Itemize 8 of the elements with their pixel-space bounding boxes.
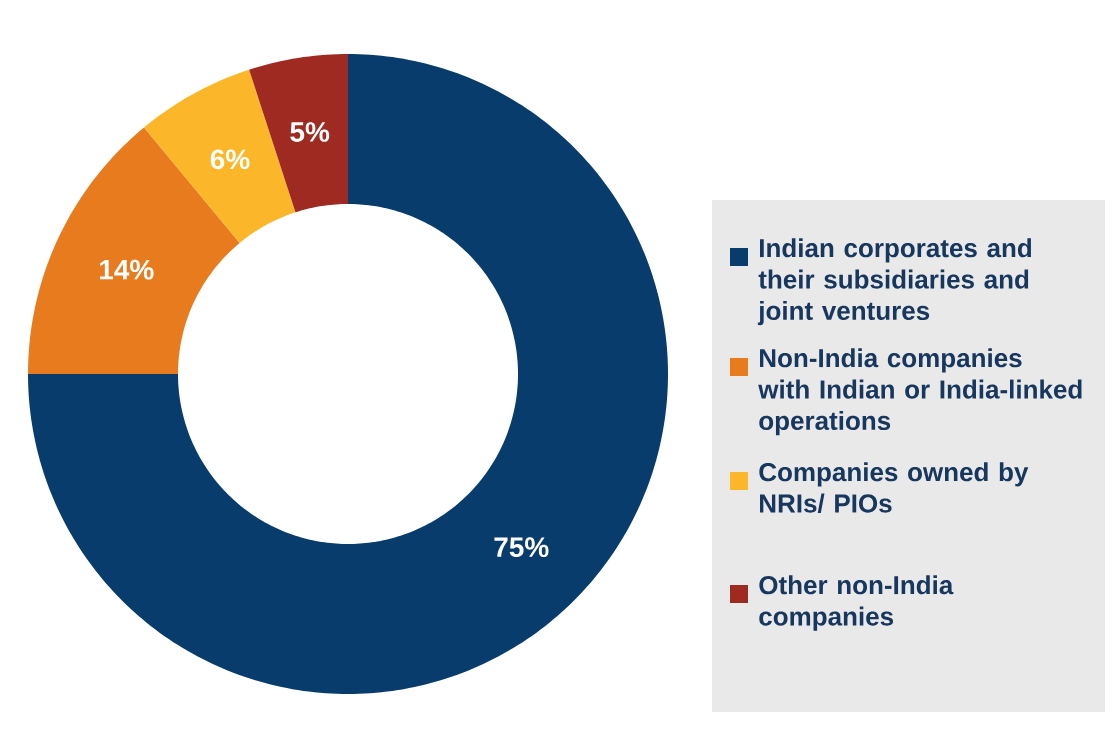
legend-label: Other non-India companies <box>759 575 954 631</box>
legend-label: Companies owned by NRIs/ PIOs <box>759 462 1029 513</box>
data-label: 14% <box>100 259 154 280</box>
legend-label: Non-India companies with Indian or India-linked operations <box>758 348 1082 436</box>
data-label: 6% <box>210 149 250 170</box>
data-label: 5% <box>290 122 330 142</box>
legend-label: Indian corporates and their subsidiaries and joint ventures <box>757 238 1032 326</box>
data-label: 75% <box>494 537 549 558</box>
